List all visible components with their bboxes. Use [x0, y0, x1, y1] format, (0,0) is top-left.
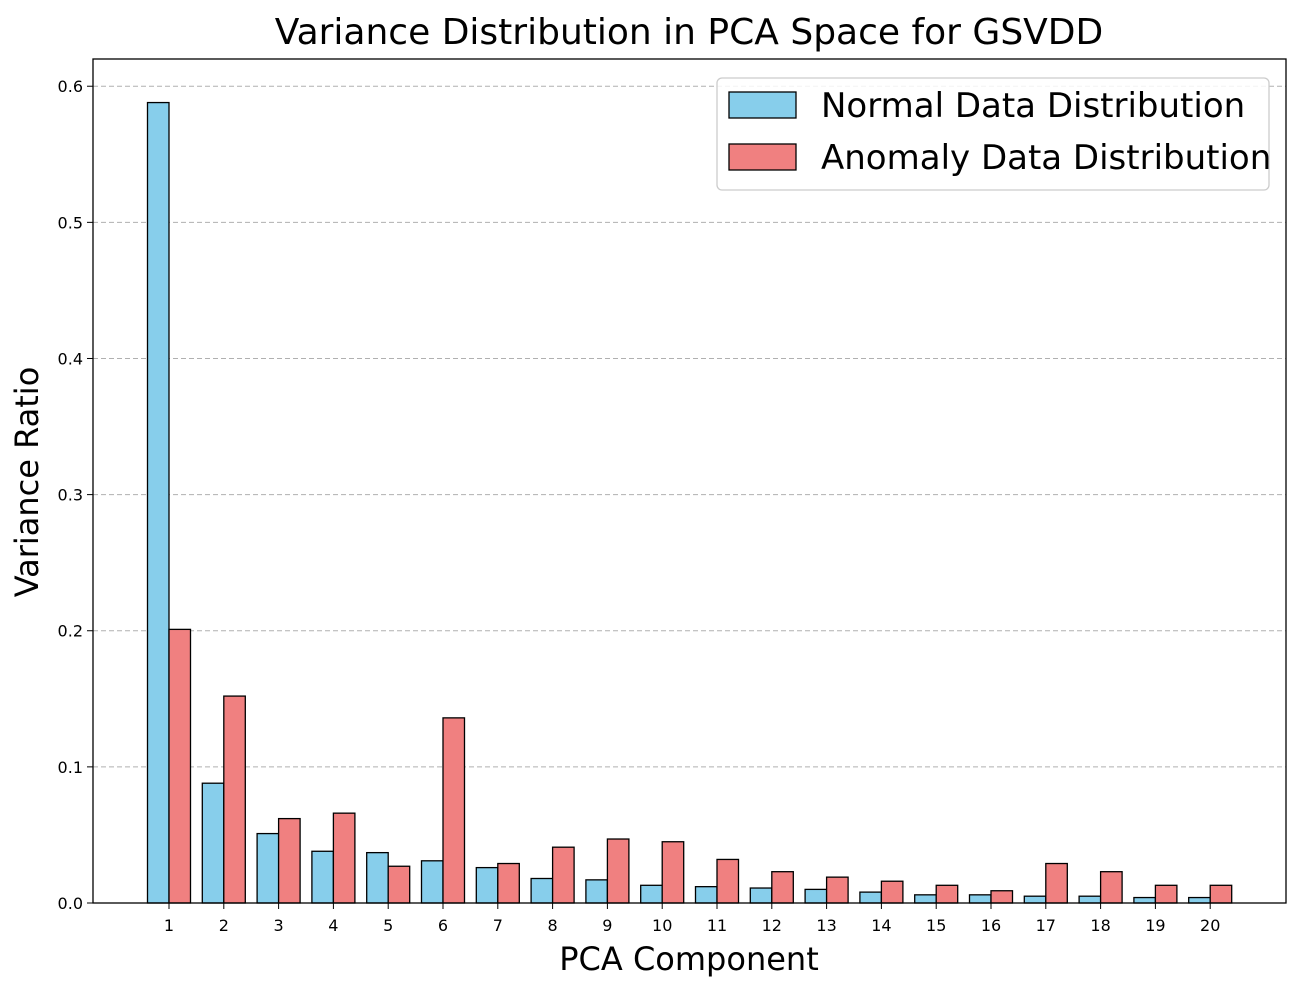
- y-axis-label: Variance Ratio: [8, 367, 46, 598]
- normal-bar: [201, 782, 225, 904]
- x-tick-label: 18: [1090, 916, 1110, 935]
- anomaly-bar: [442, 717, 466, 904]
- anomaly-bar: [332, 812, 356, 904]
- anomaly-bar: [277, 817, 301, 904]
- normal-bar: [475, 866, 499, 904]
- x-tick-label: 8: [548, 916, 558, 935]
- anomaly-bar: [825, 876, 849, 904]
- y-tick-label: 0.6: [58, 77, 83, 96]
- anomaly-bar: [661, 841, 685, 904]
- normal-bar: [256, 832, 280, 904]
- normal-bar: [585, 879, 609, 904]
- legend-label: Normal Data Distribution: [821, 86, 1245, 126]
- legend-swatch: [728, 143, 797, 171]
- normal-bar: [1078, 895, 1102, 904]
- x-tick-label: 19: [1145, 916, 1165, 935]
- anomaly-bar: [1154, 884, 1178, 904]
- normal-bar: [311, 850, 335, 904]
- normal-bar: [420, 860, 444, 904]
- normal-bar: [366, 851, 389, 904]
- x-tick-label: 1: [164, 916, 174, 935]
- x-tick-label: 6: [438, 916, 448, 935]
- normal-bar: [859, 891, 883, 904]
- x-tick-label: 2: [219, 916, 229, 935]
- y-tick-label: 0.2: [58, 622, 83, 641]
- x-tick-label: 7: [493, 916, 503, 935]
- y-tick-label: 0.3: [58, 486, 83, 505]
- x-tick-label: 5: [383, 916, 393, 935]
- normal-bar: [749, 887, 773, 904]
- anomaly-bar: [387, 865, 411, 904]
- anomaly-bar: [1099, 871, 1123, 904]
- anomaly-bar: [168, 628, 192, 904]
- x-tick-label: 3: [274, 916, 284, 935]
- legend-box: [716, 77, 1270, 191]
- anomaly-bar: [1209, 884, 1233, 904]
- normal-bar: [804, 888, 828, 904]
- anomaly-bar: [935, 884, 959, 904]
- x-tick-label: 4: [328, 916, 338, 935]
- legend-label: Anomaly Data Distribution: [821, 138, 1271, 178]
- y-tick-label: 0.0: [58, 894, 83, 913]
- normal-bar: [1188, 896, 1211, 904]
- x-axis-label: PCA Component: [559, 940, 818, 978]
- y-tick-label: 0.1: [58, 758, 83, 777]
- x-tick-label: 11: [707, 916, 727, 935]
- chart-title: Variance Distribution in PCA Space for G…: [275, 12, 1104, 53]
- anomaly-bar: [880, 880, 904, 904]
- x-tick-label: 13: [816, 916, 836, 935]
- x-tick-label: 10: [652, 916, 672, 935]
- normal-bar: [1023, 895, 1047, 904]
- anomaly-bar: [497, 862, 520, 904]
- normal-bar: [530, 877, 554, 904]
- axes: 0.00.10.20.30.40.50.61 2 3 4 5 6 7 8 9 10 11 12 13 14…: [58, 58, 1287, 935]
- plot-frame: [92, 58, 1287, 904]
- normal-bar: [694, 886, 718, 904]
- bars: [146, 101, 1233, 904]
- normal-bar: [1133, 896, 1157, 904]
- x-tick-label: 20: [1200, 916, 1220, 935]
- anomaly-bar: [1045, 862, 1068, 904]
- x-tick-label: 9: [602, 916, 612, 935]
- normal-bar: [914, 894, 937, 904]
- y-tick-label: 0.4: [58, 349, 83, 368]
- normal-bar: [146, 101, 170, 904]
- normal-bar: [640, 884, 663, 904]
- anomaly-bar: [771, 871, 794, 904]
- x-tick-label: 16: [981, 916, 1001, 935]
- anomaly-bar: [606, 838, 630, 904]
- normal-bar: [968, 894, 992, 904]
- anomaly-bar: [223, 695, 246, 904]
- y-tick-label: 0.5: [58, 213, 83, 232]
- legend: Normal Data Distribution Anomaly Data Dis…: [716, 77, 1271, 191]
- x-tick-label: 15: [926, 916, 946, 935]
- x-tick-label: 12: [762, 916, 782, 935]
- anomaly-bar: [990, 890, 1014, 904]
- x-tick-label: 14: [871, 916, 891, 935]
- x-tick-label: 17: [1036, 916, 1056, 935]
- anomaly-bar: [716, 858, 740, 904]
- legend-swatch: [728, 91, 797, 119]
- anomaly-bar: [551, 846, 575, 904]
